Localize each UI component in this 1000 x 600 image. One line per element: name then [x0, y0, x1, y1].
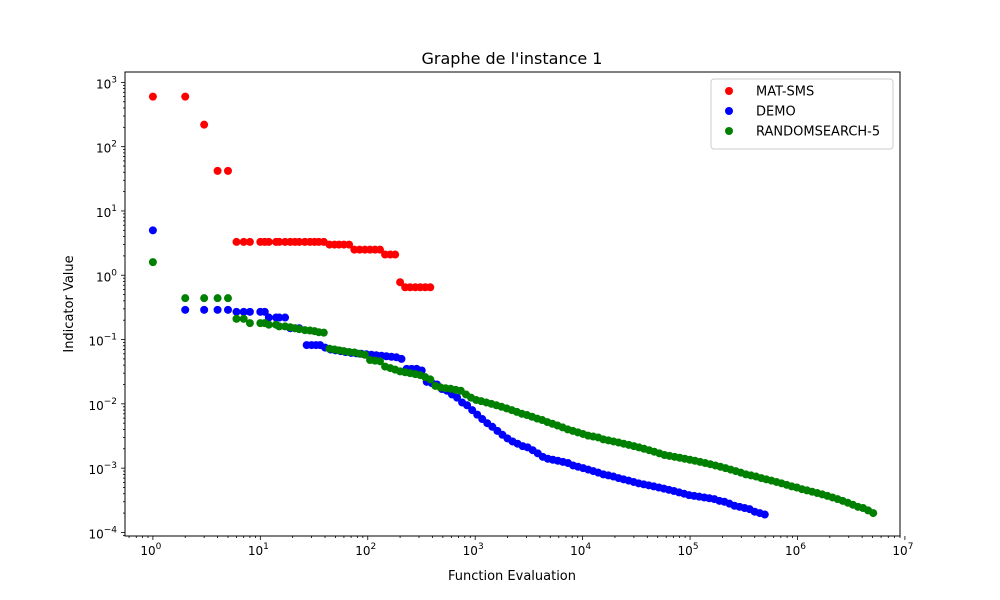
- data-point: [264, 313, 273, 322]
- data-point: [319, 328, 328, 337]
- data-point: [239, 314, 248, 323]
- legend-box: [710, 78, 894, 150]
- data-point: [264, 237, 273, 246]
- data-point: [232, 314, 241, 323]
- data-point: [264, 320, 273, 329]
- data-point: [239, 237, 248, 246]
- data-point: [181, 294, 190, 303]
- data-point: [397, 354, 406, 363]
- plot-frame: [124, 71, 901, 537]
- data-point: [345, 240, 354, 249]
- data-point: [213, 294, 222, 303]
- data-point: [200, 294, 209, 303]
- data-point: [391, 250, 400, 259]
- data-point: [275, 322, 284, 331]
- data-point: [148, 92, 157, 101]
- legend-marker: [725, 127, 733, 135]
- data-point: [295, 237, 304, 246]
- data-point: [245, 237, 254, 246]
- data-point: [245, 307, 254, 316]
- data-point: [239, 307, 248, 316]
- data-point: [213, 305, 222, 314]
- series-layer: [148, 92, 878, 519]
- data-point: [148, 258, 157, 267]
- data-point: [148, 226, 157, 235]
- data-point: [232, 307, 241, 316]
- legend: MAT-SMS DEMO RANDOMSEARCH-5: [710, 78, 894, 150]
- x-axis: 100 101 102 103 104 105 106 107: [128, 536, 913, 558]
- data-point: [232, 237, 241, 246]
- data-point: [200, 305, 209, 314]
- chart-title: Graphe de l'instance 1: [422, 49, 603, 68]
- data-point: [463, 401, 472, 410]
- data-point: [200, 120, 209, 129]
- data-point: [245, 319, 254, 328]
- data-point: [360, 350, 369, 359]
- data-point: [223, 166, 232, 175]
- data-point: [760, 510, 769, 519]
- data-point: [281, 313, 290, 322]
- data-point: [260, 307, 269, 316]
- data-point: [376, 245, 384, 254]
- x-axis-label: Function Evaluation: [448, 569, 576, 584]
- data-point: [396, 278, 405, 287]
- data-point: [181, 305, 190, 314]
- legend-label: MAT-SMS: [756, 85, 814, 100]
- data-point: [223, 294, 232, 303]
- data-point: [869, 509, 878, 518]
- data-point: [181, 92, 190, 101]
- series-randomsearch-5: [148, 258, 878, 518]
- data-point: [275, 237, 284, 246]
- y-axis-label: Indicator Value: [62, 255, 77, 352]
- data-point: [426, 283, 435, 292]
- data-point: [453, 393, 462, 402]
- data-point: [213, 166, 222, 175]
- legend-marker: [725, 107, 733, 115]
- legend-label: DEMO: [756, 105, 796, 120]
- series-mat-sms: [148, 92, 435, 292]
- data-point: [376, 357, 384, 366]
- data-point: [223, 305, 232, 314]
- data-point: [426, 375, 435, 384]
- legend-marker: [725, 87, 733, 95]
- data-point: [275, 313, 284, 322]
- legend-label: RANDOMSEARCH-5: [756, 125, 880, 140]
